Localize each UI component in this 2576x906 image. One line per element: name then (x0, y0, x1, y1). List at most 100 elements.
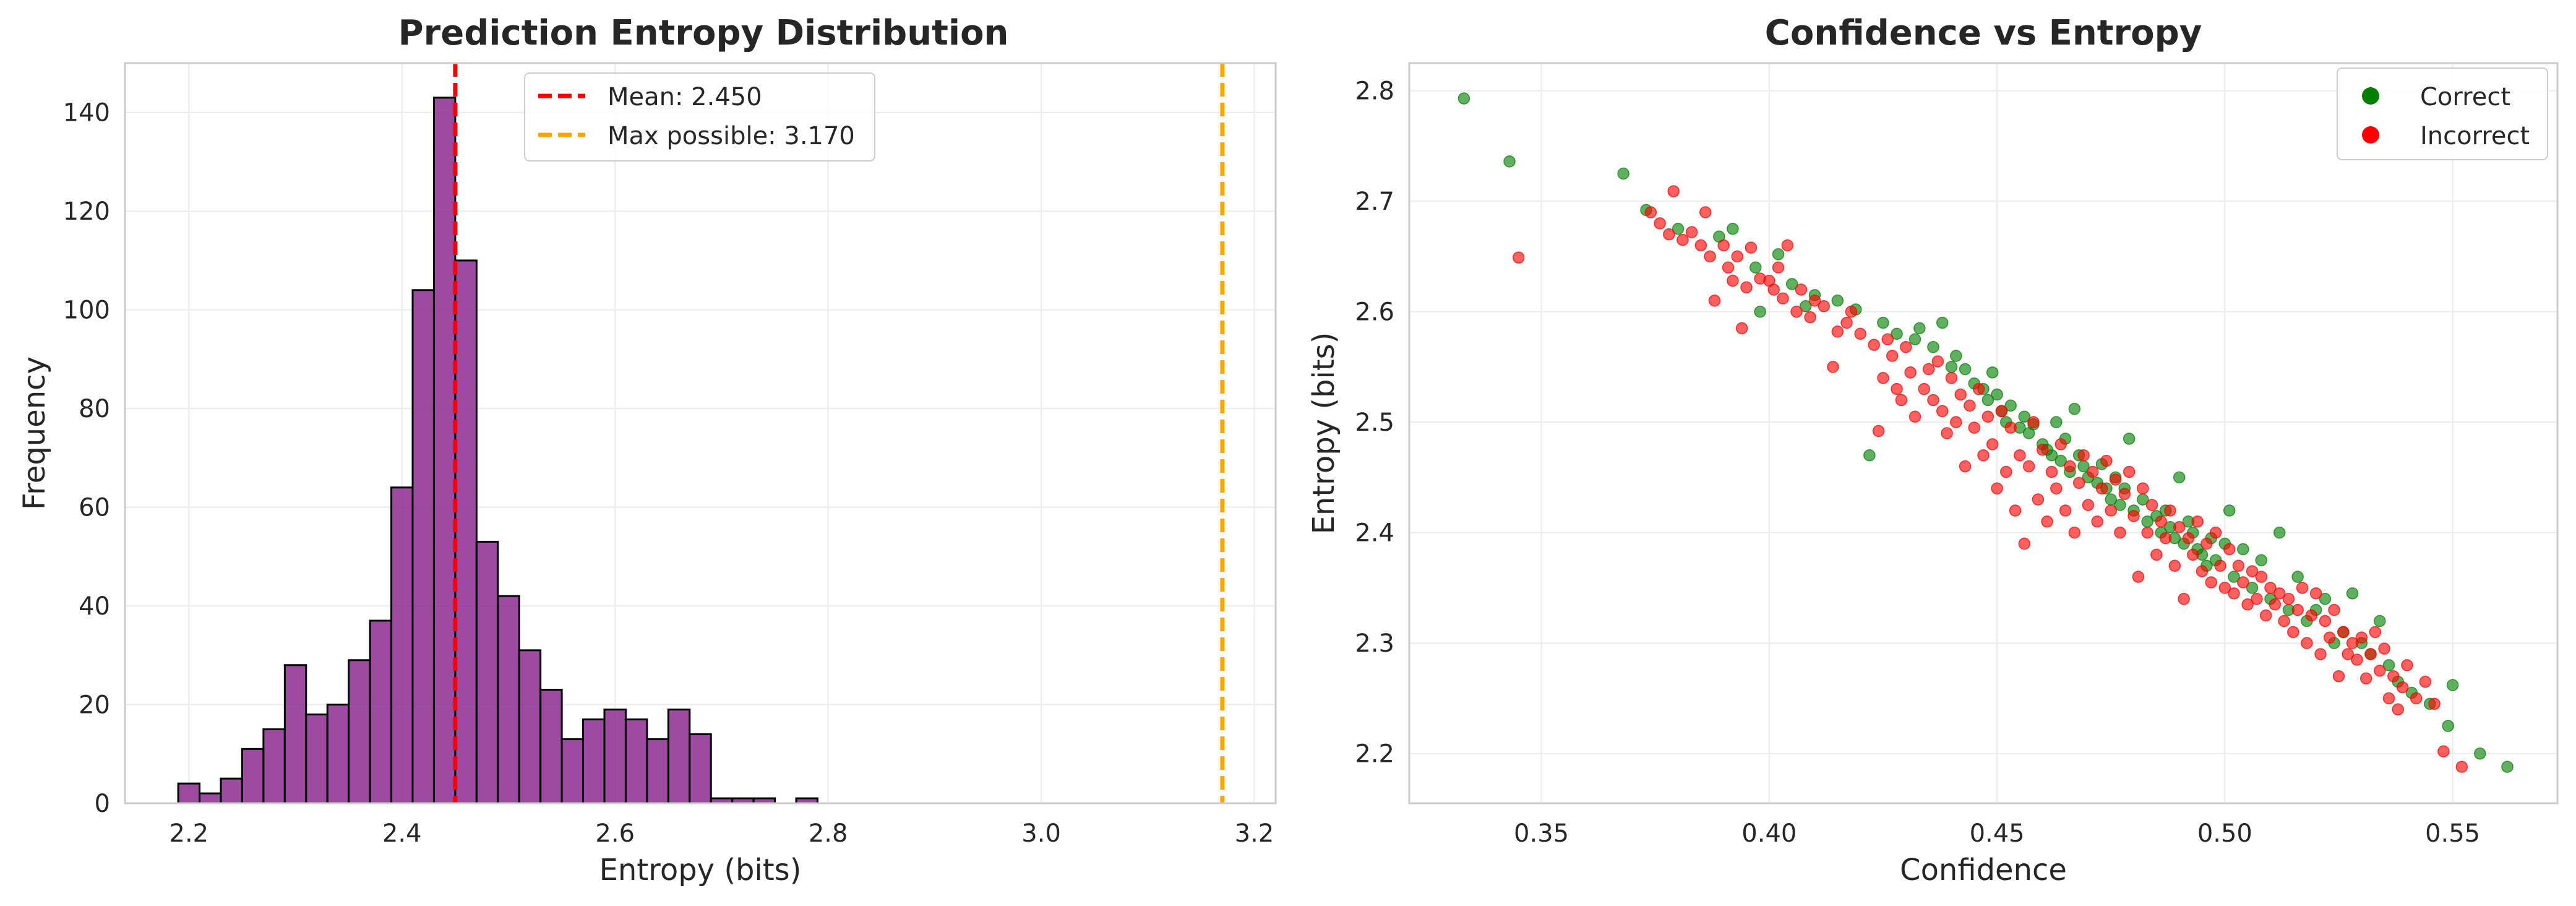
scatter-point-incorrect-64 (2009, 504, 2022, 517)
histogram-bar-23 (667, 709, 691, 805)
scatter-point-incorrect-43 (1908, 410, 1921, 423)
scatter-x-tick-label-0: 0.35 (1514, 819, 1569, 848)
histogram-y-tick-label-7: 140 (63, 99, 110, 127)
scatter-point-correct-82 (2291, 571, 2304, 583)
scatter-point-incorrect-141 (2359, 672, 2372, 685)
histogram-y-ticks: 0 20 40 60 80 100 120 140 (63, 99, 110, 818)
scatter-point-incorrect-74 (2054, 438, 2067, 451)
scatter-point-incorrect-85 (2105, 504, 2117, 517)
scatter-point-incorrect-23 (1781, 239, 1794, 252)
histogram-y-tick-label-3: 60 (79, 494, 110, 522)
histogram-bar-3 (241, 748, 265, 805)
scatter-point-incorrect-57 (1977, 449, 1990, 462)
scatter-point-incorrect-146 (2382, 692, 2395, 705)
scatter-point-incorrect-51 (1950, 416, 1962, 428)
scatter-point-incorrect-37 (1881, 333, 1894, 346)
scatter-point-incorrect-63 (2004, 421, 2017, 434)
scatter-x-ticks: 0.35 0.40 0.45 0.50 0.55 (1514, 819, 2480, 848)
scatter-point-incorrect-149 (2396, 681, 2409, 694)
histogram-legend: Mean: 2.450 Max possible: 3.170 (524, 72, 875, 162)
scatter-point-correct-97 (2446, 679, 2459, 691)
scatter-point-correct-27 (1981, 394, 1994, 407)
scatter-point-incorrect-20 (1767, 283, 1780, 296)
scatter-point-incorrect-2 (1654, 217, 1666, 230)
scatter-point-correct-88 (2346, 587, 2359, 600)
scatter-point-incorrect-155 (2455, 761, 2468, 773)
scatter-point-incorrect-154 (2437, 745, 2450, 757)
scatter-point-incorrect-27 (1808, 295, 1821, 307)
scatter-y-tick-label-4: 2.6 (1355, 298, 1394, 327)
scatter-point-incorrect-81 (2087, 465, 2099, 478)
scatter-point-incorrect-144 (2374, 665, 2386, 677)
scatter-point-incorrect-103 (2187, 548, 2199, 561)
scatter-point-incorrect-122 (2273, 587, 2286, 600)
scatter-point-incorrect-35 (1872, 425, 1885, 438)
scatter-plot-area (1409, 63, 2557, 803)
scatter-point-correct-92 (2382, 659, 2395, 671)
scatter-point-incorrect-61 (1995, 405, 2008, 418)
scatter-point-incorrect-106 (2200, 537, 2213, 550)
scatter-point-incorrect-130 (2309, 587, 2322, 600)
scatter-point-incorrect-25 (1795, 283, 1808, 296)
histogram-title: Prediction Entropy Distribution (398, 13, 1009, 53)
histogram-bar-6 (305, 713, 328, 805)
scatter-point-incorrect-108 (2209, 526, 2222, 539)
scatter-point-incorrect-84 (2100, 454, 2113, 467)
histogram-x-axis-label: Entropy (bits) (599, 853, 802, 887)
scatter-point-incorrect-46 (1927, 394, 1939, 407)
scatter-point-incorrect-135 (2332, 670, 2345, 683)
histogram-x-tick-label-2: 2.6 (595, 819, 635, 848)
scatter-point-incorrect-24 (1790, 305, 1803, 318)
scatter-series-incorrect (1513, 185, 2468, 773)
histogram-bar-10 (390, 486, 414, 805)
scatter-point-incorrect-53 (1959, 460, 1972, 473)
scatter-point-incorrect-101 (2178, 593, 2190, 605)
scatter-point-incorrect-150 (2401, 659, 2413, 671)
legend-correct-swatch (2362, 87, 2379, 105)
scatter-point-incorrect-136 (2337, 626, 2350, 639)
scatter-point-incorrect-151 (2410, 692, 2423, 705)
scatter-point-incorrect-15 (1735, 322, 1748, 335)
histogram-y-tick-label-4: 80 (79, 395, 110, 423)
histogram-bar-13 (454, 259, 478, 805)
scatter-point-incorrect-7 (1694, 239, 1707, 252)
scatter-point-incorrect-65 (2014, 449, 2026, 462)
scatter-point-incorrect-96 (2155, 516, 2167, 528)
scatter-point-incorrect-140 (2355, 631, 2368, 644)
scatter-point-correct-99 (2501, 761, 2514, 773)
scatter-point-incorrect-79 (2077, 449, 2090, 462)
scatter-point-incorrect-14 (1731, 250, 1744, 263)
scatter-point-correct-13 (1831, 295, 1844, 307)
scatter-point-incorrect-124 (2282, 593, 2295, 605)
histogram-plot-area (125, 63, 1276, 803)
histogram-x-tick-label-3: 2.8 (809, 819, 848, 848)
scatter-point-correct-10 (1785, 278, 1798, 290)
scatter-y-tick-label-3: 2.5 (1355, 408, 1394, 437)
scatter-point-correct-78 (2255, 554, 2268, 567)
scatter-point-incorrect-153 (2428, 697, 2441, 710)
scatter-point-correct-53 (2114, 499, 2126, 511)
histogram-bars (177, 97, 818, 805)
scatter-point-incorrect-102 (2182, 532, 2195, 545)
scatter-point-incorrect-142 (2364, 648, 2377, 660)
scatter-point-incorrect-36 (1877, 371, 1889, 384)
scatter-point-correct-15 (1863, 449, 1876, 462)
scatter-point-incorrect-47 (1931, 355, 1944, 368)
scatter-point-correct-41 (2054, 454, 2067, 467)
scatter-point-incorrect-39 (1891, 382, 1903, 395)
scatter-point-incorrect-58 (1981, 410, 1994, 423)
scatter-point-incorrect-55 (1968, 421, 1981, 434)
scatter-point-incorrect-75 (2059, 504, 2072, 517)
scatter-point-incorrect-148 (2392, 703, 2404, 716)
scatter-point-correct-2 (1617, 167, 1629, 180)
scatter-point-incorrect-28 (1818, 300, 1830, 313)
scatter-point-incorrect-31 (1840, 316, 1853, 329)
scatter-point-incorrect-111 (2223, 543, 2236, 556)
scatter-point-correct-75 (2228, 571, 2240, 583)
scatter-points (1458, 92, 2514, 773)
scatter-point-incorrect-56 (1972, 382, 1985, 395)
scatter-point-incorrect-90 (2127, 510, 2140, 522)
scatter-point-incorrect-62 (2000, 465, 2012, 478)
scatter-point-incorrect-34 (1868, 339, 1880, 351)
